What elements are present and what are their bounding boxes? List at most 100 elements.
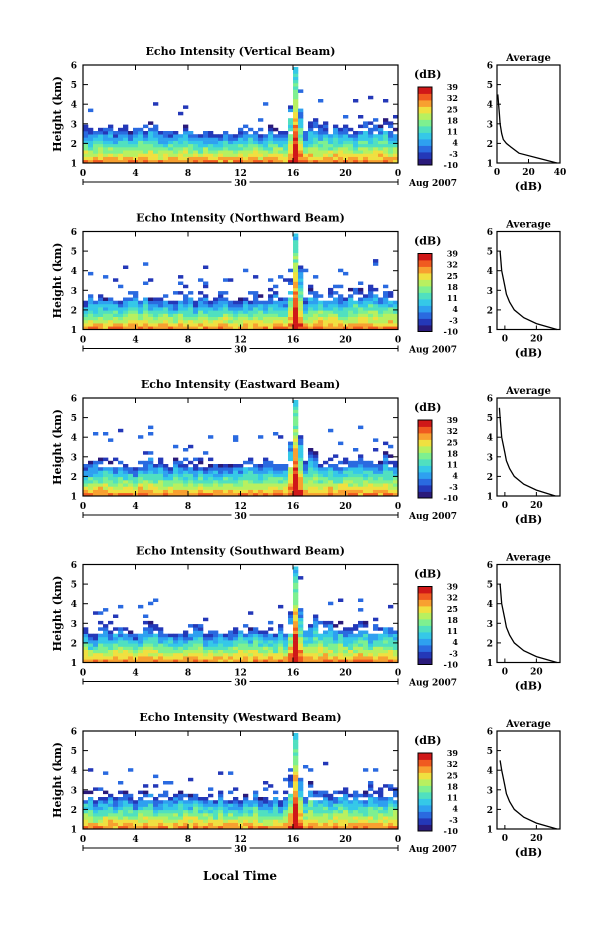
heatmap-cell: [88, 159, 94, 164]
heatmap-cell: [363, 470, 369, 474]
heatmap-cell: [353, 803, 359, 807]
heatmap-cell: [233, 652, 239, 657]
heatmap-cell: [283, 822, 289, 827]
heatmap-cell: [208, 489, 214, 494]
heatmap-cell: [243, 476, 249, 481]
heatmap-cell: [288, 643, 294, 647]
heatmap-cell: [308, 150, 314, 154]
heatmap-cell: [223, 476, 229, 481]
heatmap-cell: [338, 156, 344, 161]
heatmap-cell: [328, 793, 334, 798]
y-tick-label: 4: [71, 101, 77, 111]
heatmap-cell: [143, 303, 149, 308]
heatmap-cell: [203, 131, 209, 135]
heatmap-cell: [383, 467, 389, 471]
heatmap-cell: [158, 467, 164, 471]
heatmap-cell: [373, 323, 379, 327]
heatmap-cell: [278, 489, 284, 494]
heatmap-cell: [293, 428, 299, 433]
heatmap-cell: [148, 489, 154, 494]
heatmap-cell: [313, 159, 319, 164]
heatmap-cell: [263, 137, 269, 141]
heatmap-cell: [258, 492, 264, 497]
heatmap-cell: [388, 473, 394, 478]
heatmap-cell: [238, 483, 244, 487]
heatmap-cell: [138, 649, 144, 654]
heatmap-cell: [283, 643, 289, 647]
heatmap-cell: [178, 291, 184, 295]
x-tick-label: 12: [234, 502, 247, 512]
heatmap-cell: [303, 316, 309, 321]
heatmap-cell: [338, 800, 344, 804]
heatmap-cell: [208, 310, 214, 314]
heatmap-cell: [143, 476, 149, 481]
heatmap-cell: [283, 483, 289, 487]
heatmap-cell: [163, 649, 169, 654]
heatmap-cell: [153, 636, 159, 641]
heatmap-cell: [233, 816, 239, 820]
heatmap-cell: [333, 300, 339, 305]
heatmap-cell: [393, 630, 399, 634]
heatmap-cell: [208, 822, 214, 827]
heatmap-cell: [378, 297, 384, 301]
heatmap-cell: [238, 150, 244, 154]
heatmap-cell: [268, 633, 274, 638]
heatmap-cell: [273, 316, 279, 321]
heatmap-cell: [168, 159, 174, 164]
heatmap-cell: [158, 323, 164, 327]
heatmap-cell: [293, 483, 299, 487]
heatmap-cell: [318, 124, 324, 129]
heatmap-cell: [303, 300, 309, 305]
heatmap-cell: [118, 627, 124, 631]
heatmap-cell: [343, 800, 349, 804]
heatmap-cell: [173, 806, 179, 811]
heatmap-cell: [323, 307, 329, 311]
heatmap-cell: [103, 156, 109, 161]
heatmap-cell: [238, 303, 244, 308]
heatmap-cell: [123, 316, 129, 321]
heatmap-cell: [363, 150, 369, 154]
panel-title: Echo Intensity (Eastward Beam): [141, 378, 340, 391]
heatmap-cell: [258, 147, 264, 151]
heatmap-cell: [88, 633, 94, 638]
heatmap-cell: [368, 819, 374, 823]
heatmap-cell: [283, 319, 289, 324]
heatmap-cell: [233, 147, 239, 151]
heatmap-cell: [293, 313, 299, 317]
heatmap-cell: [358, 115, 364, 119]
heatmap-cell: [218, 492, 224, 497]
x-tick-label: 20: [339, 169, 352, 179]
heatmap-cell: [158, 319, 164, 324]
heatmap-cell: [143, 131, 149, 135]
heatmap-cell: [188, 310, 194, 314]
heatmap-cell: [363, 294, 369, 298]
heatmap-cell: [303, 131, 309, 135]
heatmap-cell: [378, 467, 384, 471]
heatmap-cell: [193, 809, 199, 814]
heatmap-cell: [303, 822, 309, 827]
heatmap-cell: [158, 813, 164, 817]
heatmap-cell: [353, 656, 359, 660]
average-y-tick-label: 5: [487, 747, 493, 757]
heatmap-cell: [123, 310, 129, 314]
heatmap-cell: [368, 636, 374, 641]
heatmap-cell: [298, 473, 304, 478]
heatmap-cell: [123, 470, 129, 474]
heatmap-cell: [193, 140, 199, 145]
heatmap-cell: [313, 464, 319, 468]
heatmap-cell: [328, 137, 334, 141]
heatmap-cell: [118, 140, 124, 145]
y-axis-label: Height (km): [51, 576, 64, 652]
heatmap-cell: [118, 813, 124, 817]
average-y-tick-label: 4: [487, 267, 493, 277]
heatmap-cell: [378, 797, 384, 801]
heatmap-cell: [123, 480, 129, 484]
heatmap-cell: [133, 134, 139, 138]
heatmap-cell: [298, 115, 304, 119]
heatmap-cell: [323, 652, 329, 657]
heatmap-cell: [293, 76, 299, 81]
colorbar-tick-label: 39: [447, 748, 459, 758]
heatmap-cell: [393, 134, 399, 138]
heatmap-cell: [383, 480, 389, 484]
heatmap-cell: [278, 323, 284, 327]
